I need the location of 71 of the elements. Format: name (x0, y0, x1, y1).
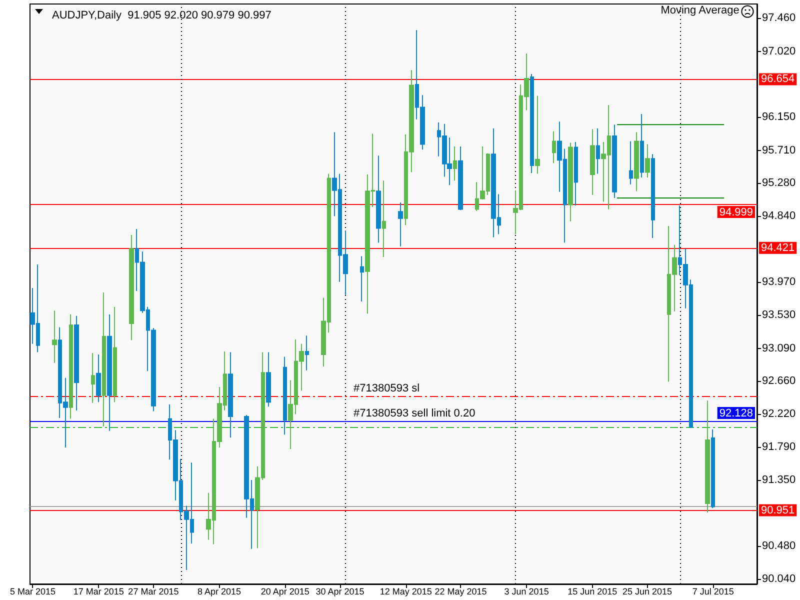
candlestick (458, 146, 463, 211)
annotation: #71380593 sl (354, 382, 420, 395)
x-tick-label: 8 Apr 2015 (198, 586, 242, 596)
y-tick-label: 90.480 (762, 540, 796, 552)
x-tick-label: 22 May 2015 (434, 586, 487, 596)
candlestick (629, 140, 633, 185)
candlestick (634, 132, 639, 192)
candlestick (612, 124, 617, 198)
candlestick (530, 73, 534, 174)
candlestick (69, 314, 73, 420)
candlestick (283, 356, 287, 436)
candlestick (711, 428, 715, 509)
x-tick-label: 15 Jun 2015 (568, 586, 618, 596)
candlestick (453, 146, 457, 182)
candlestick (96, 354, 101, 403)
annotation: #71380593 sell limit 0.20 (354, 408, 476, 420)
candlestick (645, 144, 650, 178)
candlestick (266, 352, 271, 408)
candlestick (74, 315, 79, 411)
y-tick-label: 97.460 (762, 12, 796, 24)
y-tick-label: 91.350 (762, 474, 796, 486)
candlestick (651, 154, 655, 239)
y-tick-label: 93.970 (762, 276, 796, 288)
text: AUDJPY,Daily (52, 10, 122, 22)
y-tick-label: 92.220 (762, 408, 796, 420)
candlestick (552, 130, 556, 164)
x-tick-label: 17 Mar 2015 (73, 586, 124, 596)
ref-line-label: 90.951 (761, 504, 795, 516)
x-tick-label: 12 May 2015 (380, 586, 432, 596)
candlestick (398, 202, 403, 247)
candlestick (535, 95, 540, 174)
x-tick-label: 27 Mar 2015 (128, 586, 179, 596)
y-tick-label: 93.530 (762, 309, 796, 322)
y-tick-label: 95.710 (762, 144, 796, 156)
candlestick (107, 314, 112, 432)
x-tick-label: 7 Jul 2015 (692, 586, 734, 596)
x-tick-label: 5 Mar 2015 (10, 586, 56, 596)
ref-line-label: 96.654 (761, 73, 795, 86)
candlestick (574, 142, 578, 206)
y-tick-label: 92.660 (762, 374, 796, 387)
candlestick (596, 128, 600, 174)
candlestick (102, 292, 106, 427)
candlestick (705, 400, 710, 514)
x-tick-label: 25 Jun 2015 (622, 586, 672, 596)
y-tick-label: 91.790 (762, 440, 796, 453)
y-tick-label: 95.280 (762, 176, 796, 189)
y-tick-label: 97.020 (762, 45, 796, 58)
candlestick (113, 306, 117, 403)
candlestick (91, 352, 95, 404)
y-tick-label: 94.840 (762, 210, 796, 222)
candlestick (228, 352, 233, 438)
candlestick (590, 128, 595, 196)
candlestick (52, 310, 57, 364)
ref-line-label: 92.128 (719, 408, 753, 420)
x-tick-label: 3 Jun 2015 (504, 586, 549, 596)
candlestick (376, 155, 381, 244)
y-tick-label: 93.090 (762, 342, 796, 354)
annotation: Moving Average (660, 4, 740, 16)
candlestick (640, 114, 644, 178)
candlestick (129, 234, 134, 341)
ref-line-label: 94.421 (761, 242, 795, 254)
text: 91.905 92.020 90.979 90.997 (121, 10, 272, 22)
candlestick (382, 180, 386, 258)
x-tick-label: 30 Apr 2015 (316, 586, 364, 596)
candlestick (305, 335, 309, 371)
y-tick-label: 96.150 (762, 111, 796, 124)
ref-line-label: 94.999 (719, 206, 753, 219)
y-tick-label: 90.040 (762, 573, 796, 586)
x-tick-label: 20 Apr 2015 (260, 586, 310, 596)
candlestick (360, 256, 364, 302)
candlestick (568, 142, 573, 222)
